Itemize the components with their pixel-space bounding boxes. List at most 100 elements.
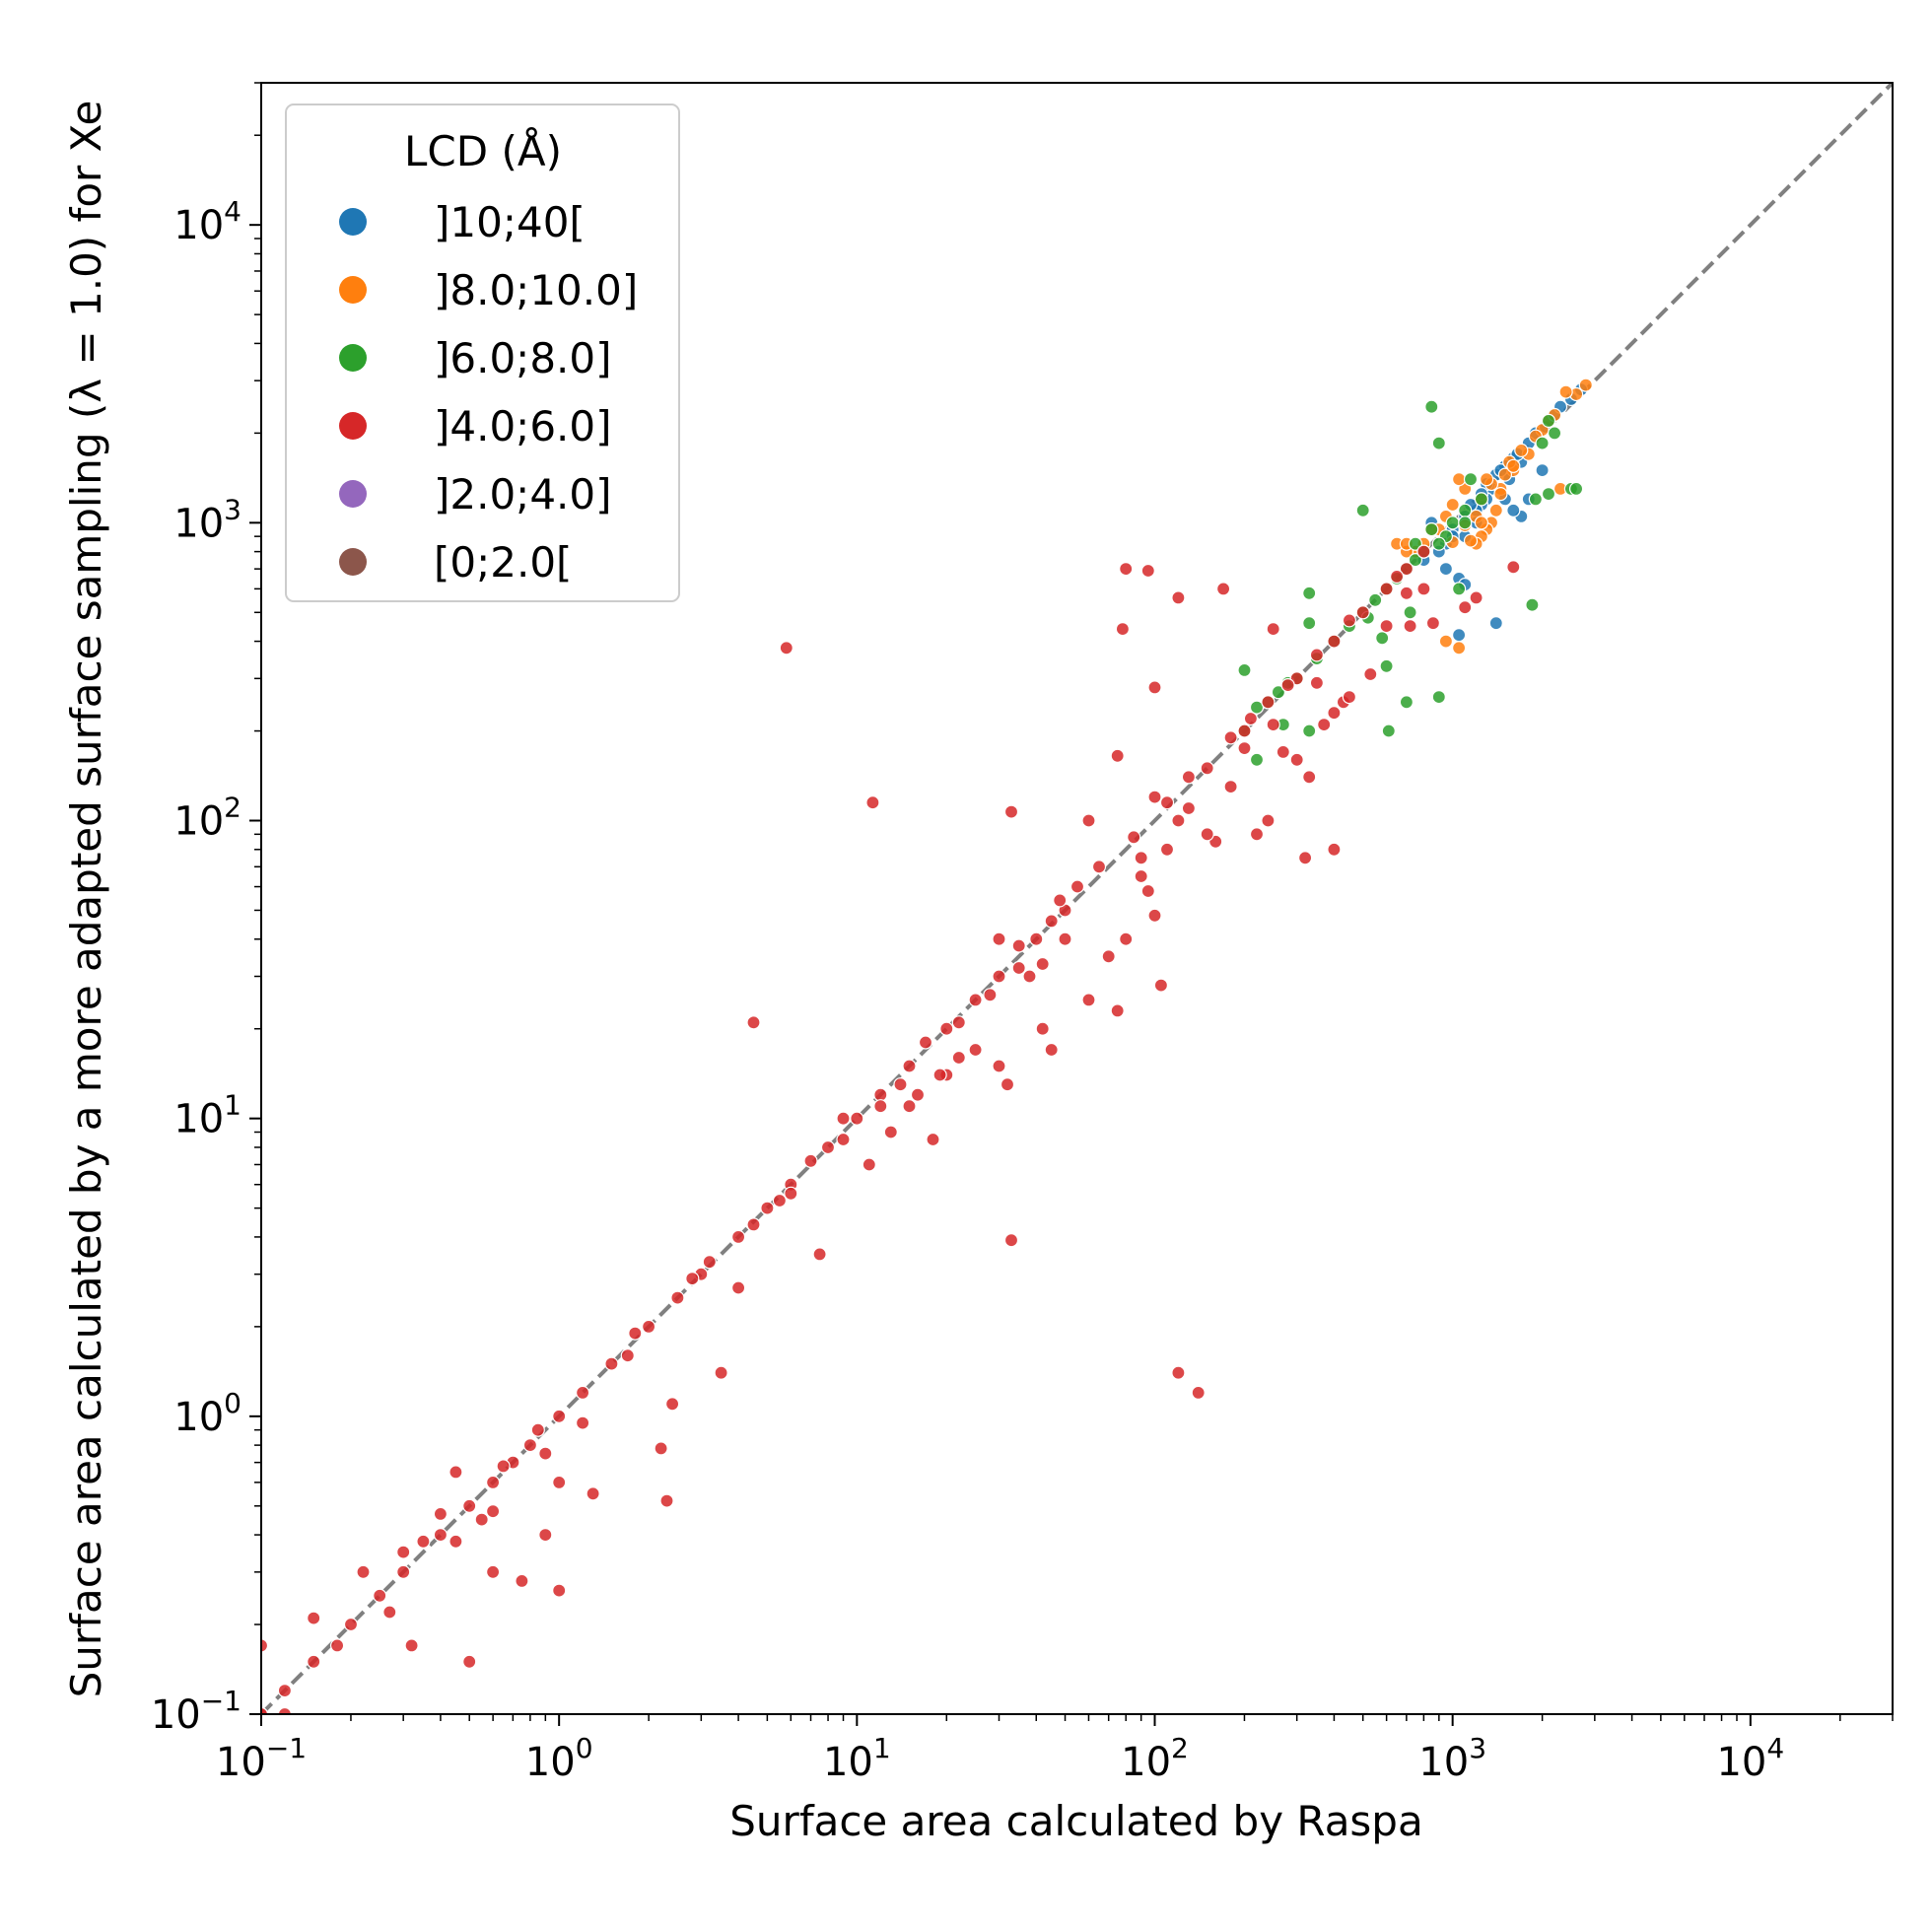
data-point	[1243, 711, 1259, 726]
data-point	[1469, 590, 1484, 605]
y-tick-label: 104	[173, 195, 242, 248]
data-point	[1317, 717, 1332, 732]
data-point	[496, 1459, 511, 1474]
data-point	[552, 1475, 567, 1490]
legend-label: ]4.0;6.0]	[434, 402, 612, 450]
data-point	[416, 1534, 431, 1549]
data-point	[1355, 605, 1370, 620]
data-point	[1035, 956, 1050, 972]
data-point	[968, 1042, 983, 1058]
data-point	[1276, 744, 1290, 760]
data-point	[1327, 634, 1342, 649]
data-point	[1431, 689, 1446, 705]
data-point	[1147, 680, 1162, 695]
data-point	[620, 1348, 635, 1363]
data-point	[1425, 616, 1441, 631]
data-point	[552, 1409, 567, 1423]
data-point	[1223, 730, 1238, 745]
data-point	[1022, 969, 1037, 984]
data-point	[1463, 472, 1479, 487]
data-point	[1528, 492, 1544, 507]
data-point	[530, 1422, 545, 1437]
data-point	[1488, 503, 1503, 518]
data-point	[1416, 544, 1431, 559]
data-point	[1458, 600, 1473, 615]
legend-marker	[339, 548, 367, 576]
data-point	[1181, 770, 1197, 785]
data-point	[307, 1611, 321, 1625]
x-tick-label: 10−1	[216, 1732, 307, 1785]
y-tick-label: 100	[173, 1387, 242, 1440]
data-point	[396, 1545, 411, 1559]
data-point	[1159, 842, 1175, 857]
legend-marker	[339, 276, 367, 304]
data-point	[1309, 648, 1325, 662]
data-point	[1514, 443, 1529, 457]
data-point	[1223, 779, 1238, 794]
data-point	[575, 1415, 590, 1430]
data-point	[1541, 487, 1556, 502]
data-point	[1451, 472, 1467, 487]
data-point	[1424, 521, 1439, 537]
data-point	[277, 1706, 292, 1714]
data-point	[1375, 631, 1390, 646]
data-point	[1403, 605, 1417, 620]
data-point	[1568, 481, 1584, 496]
data-point	[1541, 413, 1556, 428]
data-point	[1506, 503, 1521, 518]
data-point	[1368, 592, 1383, 607]
data-point	[992, 969, 1006, 984]
data-point	[462, 1498, 477, 1513]
data-point	[862, 1157, 876, 1172]
data-point	[1200, 761, 1214, 776]
data-point	[951, 1015, 966, 1030]
data-point	[1127, 830, 1141, 845]
data-point	[1110, 748, 1125, 763]
series-3	[261, 544, 1521, 1714]
data-point	[1309, 675, 1325, 690]
data-point	[784, 1186, 798, 1201]
data-point	[1474, 516, 1489, 530]
legend-label: ]8.0;10.0]	[434, 266, 638, 314]
data-point	[1327, 842, 1342, 857]
data-point	[1399, 695, 1414, 710]
data-point	[664, 1397, 680, 1412]
data-point	[552, 1583, 567, 1598]
legend-marker	[339, 480, 367, 508]
scatter-points	[261, 378, 1593, 1714]
plot-frame	[260, 82, 1894, 1715]
data-point	[448, 1465, 463, 1480]
data-point	[685, 1271, 700, 1286]
data-point	[1153, 978, 1169, 993]
data-point	[1200, 827, 1214, 842]
data-point	[1451, 582, 1467, 596]
data-point	[1119, 932, 1134, 946]
legend-label: ]2.0;4.0]	[434, 470, 612, 518]
legend-frame	[285, 104, 680, 602]
data-point	[1445, 516, 1460, 530]
data-point	[1119, 561, 1134, 577]
data-point	[1297, 851, 1313, 865]
data-point	[1302, 586, 1317, 600]
legend: LCD (Å) ]10;40[]8.0;10.0]]6.0;8.0]]4.0;6…	[285, 104, 680, 602]
data-point	[850, 1111, 864, 1126]
data-point	[1237, 724, 1252, 738]
legend-label: [0;2.0[	[434, 538, 572, 586]
legend-item: [0;2.0[	[339, 538, 572, 586]
data-point	[1363, 666, 1378, 682]
y-tick-label: 101	[173, 1089, 242, 1142]
legend-title: LCD (Å)	[404, 126, 562, 175]
data-point	[1011, 938, 1026, 953]
x-tick-label: 102	[1121, 1732, 1189, 1785]
data-point	[932, 1068, 947, 1082]
data-point	[486, 1564, 501, 1579]
reference-line	[261, 83, 1893, 1714]
data-point	[1261, 813, 1276, 828]
data-point	[538, 1446, 553, 1461]
data-point	[1249, 700, 1265, 715]
legend-marker	[339, 412, 367, 440]
legend-label: ]10;40[	[434, 198, 586, 246]
data-point	[1237, 662, 1252, 678]
legend-item: ]2.0;4.0]	[339, 470, 612, 518]
